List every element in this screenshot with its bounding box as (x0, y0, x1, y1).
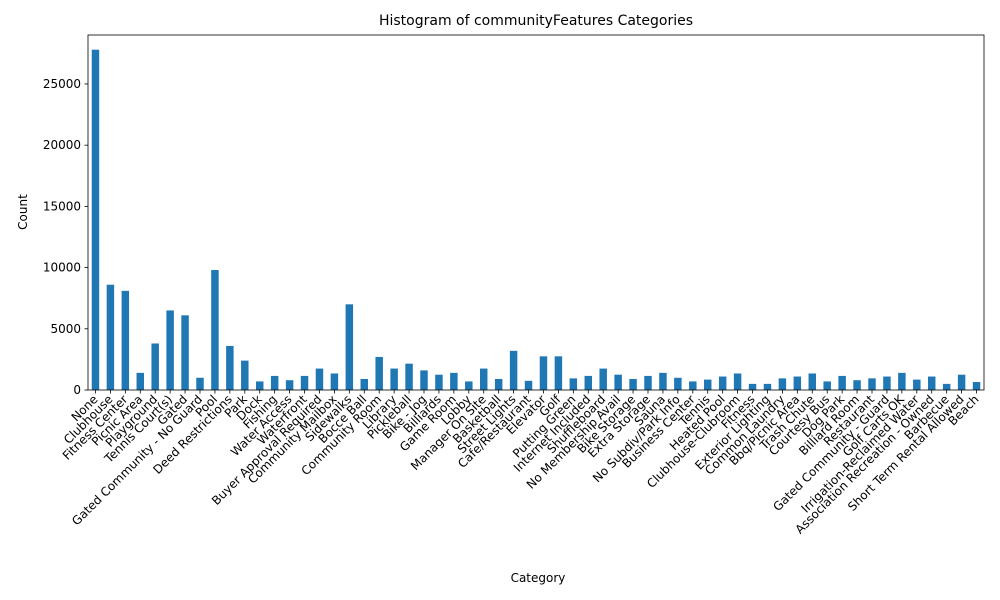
y-tick-label: 10000 (43, 261, 81, 275)
bar-29 (524, 380, 533, 390)
bar-42 (718, 376, 727, 390)
bar-39 (674, 377, 682, 390)
bar-14 (300, 375, 309, 390)
bar-40 (689, 381, 697, 390)
bar-26 (480, 368, 488, 390)
bar-7 (196, 377, 204, 390)
bar-25 (465, 381, 473, 390)
bar-49 (823, 381, 831, 390)
bar-55 (913, 379, 921, 390)
bar-30 (539, 356, 548, 390)
bar-31 (554, 356, 563, 390)
bar-17 (345, 304, 354, 390)
y-tick-label: 20000 (43, 138, 81, 152)
bar-50 (838, 375, 846, 390)
bar-24 (450, 372, 458, 390)
x-axis-label: Category (511, 571, 566, 585)
y-axis: 0 5000 10000 15000 20000 25000 (43, 77, 88, 397)
bar-4 (151, 343, 159, 390)
bar-33 (584, 375, 592, 390)
bar-9 (226, 345, 234, 390)
chart-title: Histogram of communityFeatures Categorie… (379, 13, 693, 29)
bar-52 (868, 378, 876, 390)
bar-56 (928, 376, 936, 390)
bar-8 (211, 270, 219, 390)
bar-11 (256, 381, 264, 390)
bar-10 (241, 360, 249, 390)
bar-46 (778, 378, 787, 390)
bar-6 (181, 315, 189, 390)
bar-20 (390, 368, 398, 390)
bar-59 (972, 382, 981, 390)
bar-15 (315, 368, 324, 390)
bar-0 (91, 49, 100, 390)
bar-48 (808, 373, 816, 390)
bar-18 (360, 378, 368, 390)
bar-27 (494, 378, 503, 390)
bar-43 (733, 373, 742, 390)
y-tick-label: 15000 (43, 199, 81, 213)
bar-3 (136, 372, 144, 390)
bar-44 (748, 383, 757, 390)
bar-51 (853, 380, 861, 390)
bar-16 (330, 373, 339, 390)
bar-36 (629, 378, 637, 390)
bar-37 (644, 375, 652, 390)
bar-57 (942, 383, 951, 390)
bar-1 (106, 284, 115, 390)
bar-41 (704, 379, 712, 390)
bar-35 (614, 374, 622, 390)
bar-21 (405, 363, 413, 390)
y-tick-label: 5000 (50, 322, 81, 336)
bar-19 (375, 356, 383, 390)
y-tick-label: 0 (73, 383, 81, 397)
y-axis-label: Count (16, 194, 30, 230)
bar-32 (569, 378, 578, 390)
bar-22 (420, 370, 428, 390)
bar-34 (599, 368, 607, 390)
bars-group (91, 49, 981, 390)
y-tick-label: 25000 (43, 77, 81, 91)
bar-2 (121, 290, 130, 390)
bar-23 (435, 374, 443, 390)
bar-53 (883, 376, 891, 390)
bar-45 (763, 383, 772, 390)
bar-12 (270, 375, 279, 390)
plot-frame (87, 34, 985, 391)
bar-28 (509, 350, 518, 390)
bar-13 (285, 380, 294, 390)
bar-5 (166, 310, 174, 390)
bar-54 (898, 372, 906, 390)
bar-58 (957, 374, 966, 390)
bar-47 (793, 376, 802, 390)
bar-38 (659, 372, 667, 390)
